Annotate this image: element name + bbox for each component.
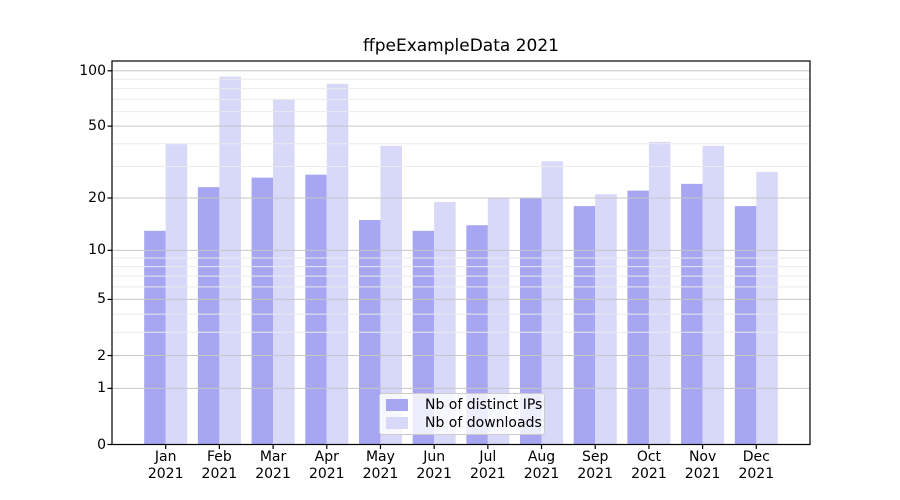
x-tick-month: Apr: [314, 449, 339, 465]
legend-row-distinct-ips: Nb of distinct IPs: [386, 397, 542, 413]
bar-nb-of-distinct-ips-dec: [734, 206, 757, 445]
x-tick-label-may: May 2021: [348, 449, 412, 483]
x-tick-label-feb: Feb 2021: [187, 449, 251, 483]
bar-nb-of-distinct-ips-jul: [466, 225, 488, 445]
chart-title: ffpeExampleData 2021: [363, 36, 559, 56]
x-tick-label-apr: Apr 2021: [295, 449, 359, 483]
x-tick-month: May: [365, 449, 395, 465]
x-tick-year: 2021: [523, 466, 560, 482]
y-tick-label-1: 1: [97, 380, 106, 397]
axes-spines: [111, 60, 811, 446]
x-tick-year: 2021: [738, 466, 775, 482]
x-tick-month: Sep: [582, 449, 609, 465]
legend-row-downloads: Nb of downloads: [386, 415, 542, 431]
x-tick-month: Jun: [423, 449, 446, 465]
bar-nb-of-downloads-sep: [595, 194, 617, 445]
bar-nb-of-downloads-apr: [326, 83, 349, 445]
x-tick-year: 2021: [308, 466, 345, 482]
legend-label-downloads: Nb of downloads: [425, 414, 542, 431]
x-tick-label-jun: Jun 2021: [402, 449, 466, 483]
bar-nb-of-downloads-jul: [487, 197, 510, 445]
bar-nb-of-downloads-jan: [165, 143, 188, 445]
y-tick-label-20: 20: [88, 189, 106, 206]
bar-nb-of-downloads-jun: [434, 201, 456, 445]
x-tick-label-dec: Dec 2021: [724, 449, 788, 483]
y-tick-label-10: 10: [88, 242, 106, 259]
bar-nb-of-downloads-oct: [648, 141, 671, 445]
y-tick-label-0: 0: [97, 436, 106, 453]
y-tick-label-2: 2: [97, 347, 106, 364]
x-tick-year: 2021: [201, 466, 238, 482]
x-tick-month: Jan: [154, 449, 177, 465]
x-tick-label-jul: Jul 2021: [456, 449, 520, 483]
legend: Nb of distinct IPs Nb of downloads: [379, 393, 545, 435]
bar-nb-of-downloads-aug: [541, 161, 564, 445]
x-tick-month: Feb: [206, 449, 232, 465]
x-tick-year: 2021: [362, 466, 399, 482]
x-tick-label-jan: Jan 2021: [134, 449, 198, 483]
x-tick-label-aug: Aug 2021: [510, 449, 574, 483]
legend-label-distinct-ips: Nb of distinct IPs: [425, 397, 543, 414]
bar-nb-of-distinct-ips-jan: [144, 230, 166, 445]
bar-nb-of-downloads-dec: [756, 171, 778, 445]
x-tick-label-oct: Oct 2021: [617, 449, 681, 483]
x-tick-year: 2021: [684, 466, 721, 482]
bar-nb-of-distinct-ips-apr: [305, 174, 327, 445]
bar-nb-of-downloads-may: [380, 145, 402, 445]
x-tick-month: Dec: [742, 449, 770, 465]
y-tick-label-100: 100: [79, 62, 106, 79]
x-tick-year: 2021: [470, 466, 506, 482]
x-tick-month: Oct: [636, 449, 662, 465]
x-tick-label-mar: Mar 2021: [241, 449, 305, 483]
x-tick-month: Nov: [688, 449, 717, 465]
bar-nb-of-downloads-mar: [273, 99, 295, 445]
legend-swatch-distinct-ips: [386, 399, 408, 412]
bar-nb-of-downloads-feb: [219, 76, 241, 445]
x-tick-year: 2021: [147, 466, 184, 482]
x-tick-year: 2021: [577, 466, 614, 482]
bar-nb-of-distinct-ips-jun: [412, 230, 435, 445]
x-tick-year: 2021: [631, 466, 667, 482]
x-tick-label-nov: Nov 2021: [671, 449, 735, 483]
x-tick-month: Jul: [479, 449, 497, 465]
bar-nb-of-distinct-ips-feb: [197, 187, 220, 445]
bar-nb-of-distinct-ips-oct: [627, 190, 649, 445]
x-tick-label-sep: Sep 2021: [563, 449, 627, 483]
x-tick-year: 2021: [255, 466, 291, 482]
y-tick-label-50: 50: [88, 118, 106, 135]
bar-nb-of-downloads-nov: [702, 145, 725, 445]
legend-swatch-downloads: [386, 416, 408, 429]
bar-nb-of-distinct-ips-sep: [573, 206, 596, 445]
x-tick-month: Aug: [527, 449, 556, 465]
bar-nb-of-distinct-ips-aug: [520, 197, 542, 445]
x-tick-year: 2021: [416, 466, 452, 482]
y-tick-label-5: 5: [97, 291, 106, 308]
x-tick-month: Mar: [259, 449, 287, 465]
bar-nb-of-distinct-ips-mar: [251, 177, 274, 445]
